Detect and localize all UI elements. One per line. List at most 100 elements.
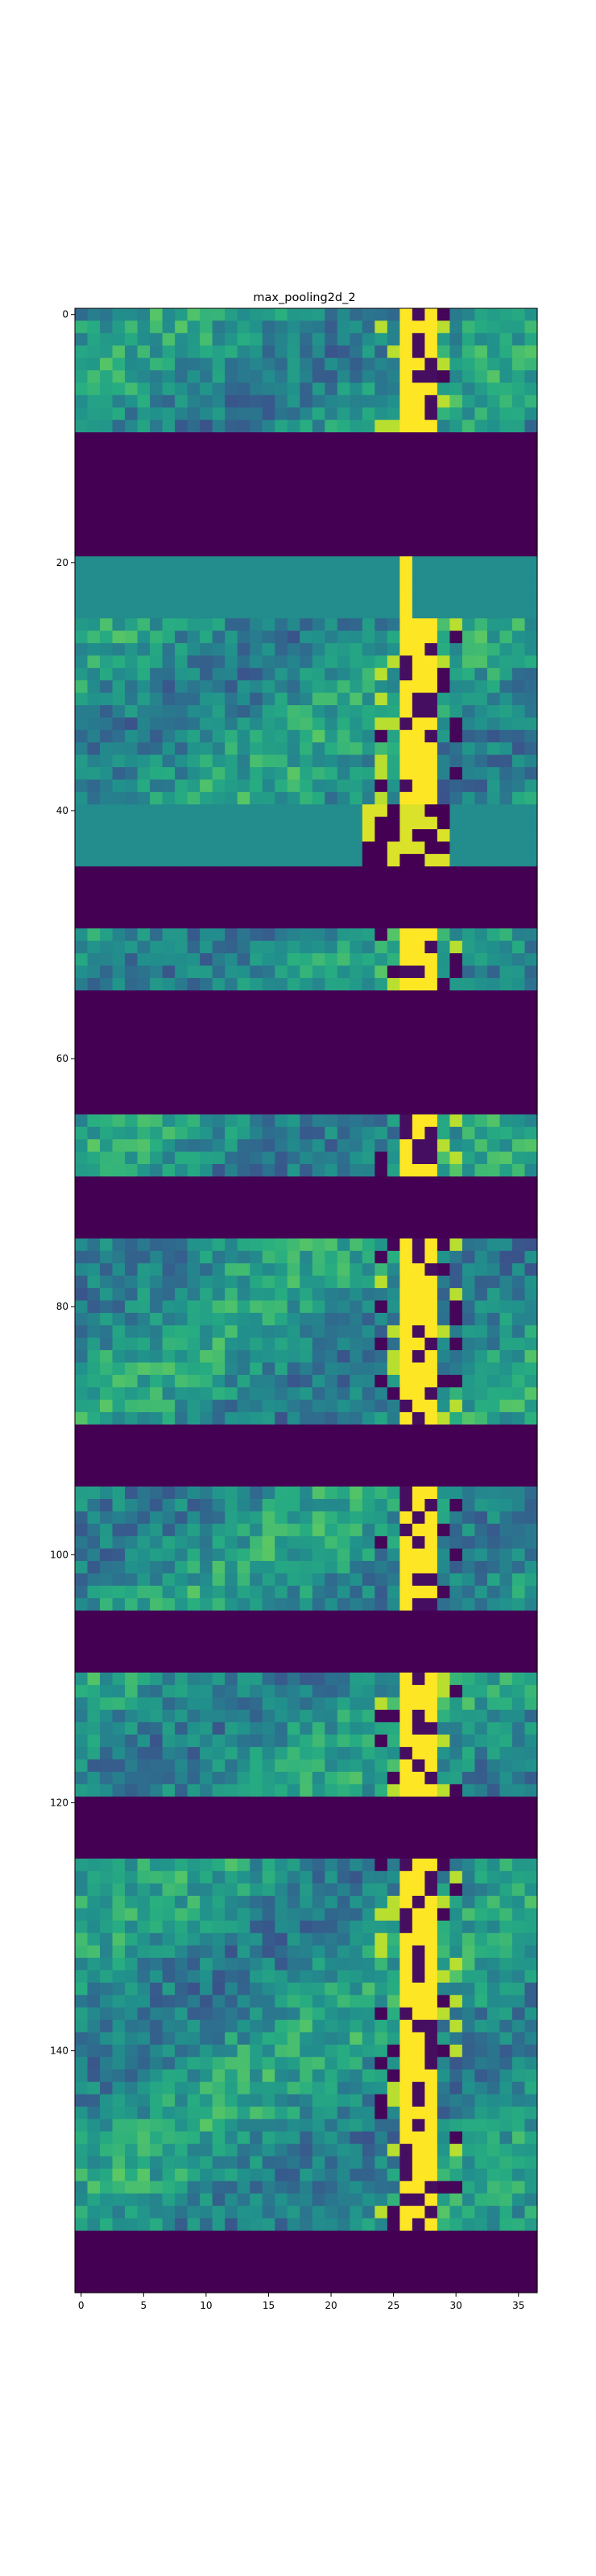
heatmap-cell xyxy=(312,1722,325,1736)
heatmap-cell xyxy=(187,1350,201,1364)
heatmap-cell xyxy=(350,990,363,1004)
heatmap-cell xyxy=(175,556,188,570)
heatmap-cell xyxy=(200,667,213,681)
heatmap-cell xyxy=(412,729,425,743)
heatmap-cell xyxy=(412,1350,425,1364)
heatmap-cell xyxy=(399,1102,413,1116)
heatmap-cell xyxy=(461,1486,476,1500)
heatmap-cell xyxy=(237,767,250,781)
heatmap-cell xyxy=(75,1697,89,1711)
heatmap-cell xyxy=(100,1896,114,1909)
heatmap-cell xyxy=(337,767,350,781)
heatmap-cell xyxy=(412,518,425,532)
heatmap-cell xyxy=(87,655,101,669)
heatmap-cell xyxy=(225,1412,238,1426)
heatmap-cell xyxy=(75,915,89,929)
heatmap-cell xyxy=(275,1709,288,1723)
heatmap-cell xyxy=(375,1250,388,1264)
heatmap-cell xyxy=(486,456,501,470)
heatmap-cell xyxy=(300,630,313,644)
heatmap-cell xyxy=(137,767,151,781)
heatmap-cell xyxy=(87,444,101,458)
heatmap-cell xyxy=(461,1585,476,1599)
heatmap-cell xyxy=(275,419,288,433)
heatmap-cell xyxy=(362,1833,375,1847)
heatmap-cell xyxy=(486,705,501,719)
heatmap-cell xyxy=(137,1374,151,1388)
heatmap-cell xyxy=(312,1126,325,1140)
heatmap-cell xyxy=(287,1920,300,1934)
heatmap-cell xyxy=(200,1858,213,1872)
heatmap-cell xyxy=(275,692,288,706)
heatmap-cell xyxy=(424,1784,438,1798)
heatmap-cell xyxy=(449,580,463,594)
heatmap-cell xyxy=(387,593,400,607)
heatmap-cell xyxy=(200,407,213,421)
heatmap-cell xyxy=(461,382,476,396)
heatmap-cell xyxy=(275,853,288,867)
heatmap-cell xyxy=(87,953,101,967)
heatmap-cell xyxy=(437,1933,450,1946)
heatmap-cell xyxy=(424,1672,438,1686)
heatmap-cell xyxy=(250,432,263,446)
heatmap-cell xyxy=(137,1573,151,1587)
heatmap-cell xyxy=(399,928,413,942)
heatmap-cell xyxy=(112,556,126,570)
heatmap-cell xyxy=(137,1871,151,1885)
heatmap-cell xyxy=(524,1213,538,1227)
heatmap-cell xyxy=(87,1089,101,1103)
heatmap-cell xyxy=(362,1660,375,1674)
heatmap-cell xyxy=(474,1002,488,1016)
heatmap-cell xyxy=(350,444,363,458)
heatmap-cell xyxy=(399,1896,413,1909)
heatmap-cell xyxy=(312,1226,325,1240)
heatmap-cell xyxy=(461,767,476,781)
heatmap-cell xyxy=(375,729,388,743)
heatmap-cell xyxy=(524,432,538,446)
heatmap-cell xyxy=(524,1238,538,1252)
heatmap-cell xyxy=(162,1561,176,1575)
heatmap-cell xyxy=(486,1362,501,1376)
heatmap-cell xyxy=(449,642,463,656)
heatmap-cell xyxy=(362,1387,375,1401)
heatmap-cell xyxy=(150,1213,163,1227)
heatmap-cell xyxy=(187,1908,201,1922)
heatmap-cell xyxy=(162,1548,176,1562)
heatmap-cell xyxy=(362,754,375,768)
heatmap-cell xyxy=(387,742,400,756)
heatmap-cell xyxy=(399,506,413,520)
heatmap-cell xyxy=(412,1734,425,1748)
heatmap-cell xyxy=(399,1350,413,1364)
heatmap-cell xyxy=(225,1499,238,1513)
heatmap-cell xyxy=(137,642,151,656)
heatmap-cell xyxy=(275,1833,288,1847)
heatmap-cell xyxy=(312,1461,325,1475)
heatmap-cell xyxy=(200,791,213,805)
heatmap-cell xyxy=(137,1833,151,1847)
heatmap-cell xyxy=(175,1722,188,1736)
heatmap-cell xyxy=(125,1250,139,1264)
heatmap-cell xyxy=(250,1536,263,1550)
heatmap-cell xyxy=(112,717,126,731)
heatmap-cell xyxy=(461,1747,476,1761)
heatmap-cell xyxy=(325,928,338,942)
heatmap-cell xyxy=(187,580,201,594)
heatmap-cell xyxy=(350,1238,363,1252)
heatmap-cell xyxy=(275,1164,288,1178)
heatmap-cell xyxy=(399,1201,413,1215)
heatmap-cell xyxy=(511,1920,526,1934)
heatmap-cell xyxy=(125,1747,139,1761)
heatmap-cell xyxy=(200,1424,213,1438)
heatmap-cell xyxy=(250,965,263,979)
heatmap-cell xyxy=(112,506,126,520)
heatmap-cell xyxy=(461,1399,476,1413)
heatmap-cell xyxy=(100,1312,114,1326)
heatmap-cell xyxy=(125,680,139,694)
heatmap-cell xyxy=(337,506,350,520)
heatmap-cell xyxy=(75,953,89,967)
heatmap-cell xyxy=(262,853,275,867)
heatmap-cell xyxy=(150,1635,163,1649)
heatmap-cell xyxy=(375,1536,388,1550)
heatmap-cell xyxy=(87,667,101,681)
heatmap-cell xyxy=(275,1896,288,1909)
